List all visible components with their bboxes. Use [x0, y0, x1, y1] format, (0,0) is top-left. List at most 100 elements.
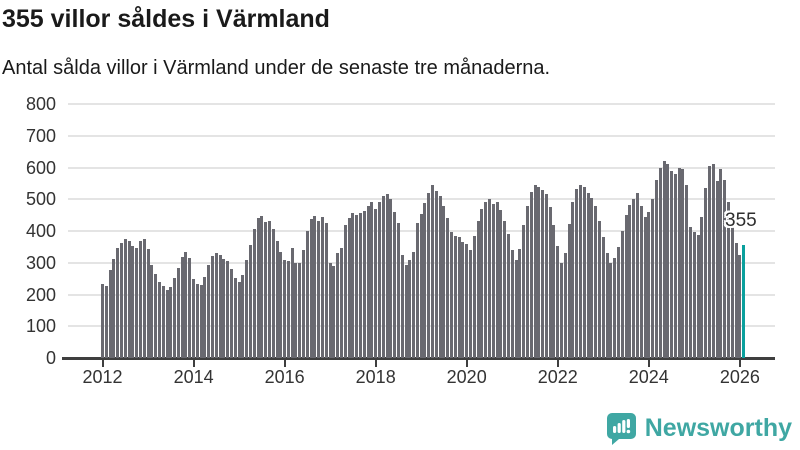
bar: [434, 191, 438, 358]
bar: [685, 184, 689, 358]
bar: [237, 282, 241, 358]
bar: [267, 220, 271, 358]
bar: [283, 259, 287, 358]
gridline-y-700: [68, 134, 775, 137]
bar: [472, 235, 476, 358]
x-axis-tick-2018: [374, 359, 377, 367]
bar: [450, 231, 454, 358]
bar: [487, 198, 491, 358]
bar: [355, 215, 359, 358]
bar: [176, 267, 180, 358]
bar: [723, 179, 727, 358]
newsworthy-logo-icon: [606, 413, 636, 445]
bar: [556, 246, 560, 358]
bar: [616, 246, 620, 358]
bar: [351, 213, 355, 358]
bar: [396, 223, 400, 358]
x-axis-label-2020: 2020: [446, 367, 487, 387]
bar: [499, 210, 503, 358]
bar: [673, 173, 677, 358]
bar: [654, 180, 658, 358]
x-axis-tick-2012: [101, 359, 104, 367]
bar: [123, 238, 127, 358]
bar: [582, 187, 586, 358]
bar: [112, 258, 116, 358]
bar: [241, 274, 245, 358]
newsworthy-branding: Newsworthy: [605, 411, 792, 446]
bar: [533, 184, 537, 358]
bar: [286, 261, 290, 358]
bar: [157, 281, 161, 358]
bar: [548, 207, 552, 358]
bar: [579, 184, 583, 358]
bar: [336, 253, 340, 358]
y-axis-label-600: 600: [25, 157, 56, 178]
gridline-y-500: [68, 198, 775, 201]
bar: [598, 221, 601, 358]
gridline-y-600: [68, 166, 775, 169]
bar: [245, 260, 249, 358]
bar: [537, 186, 541, 358]
bar: [374, 208, 378, 358]
x-axis-line: [62, 357, 775, 360]
bar: [677, 167, 681, 358]
x-axis-tick-2016: [283, 359, 286, 367]
bar: [362, 210, 366, 358]
bar: [647, 211, 651, 358]
bar: [211, 255, 215, 358]
bar: [415, 223, 419, 358]
bar: [734, 243, 738, 358]
bar: [142, 239, 146, 358]
x-axis-label-2022: 2022: [537, 367, 578, 387]
bar: [305, 231, 309, 358]
bar: [264, 222, 268, 358]
bar: [465, 243, 469, 358]
bar: [313, 215, 317, 358]
y-axis-label-400: 400: [25, 221, 56, 241]
bar: [639, 205, 643, 358]
bar: [476, 221, 480, 358]
bar: [727, 202, 730, 358]
bar: [385, 194, 389, 358]
x-axis-tick-2020: [465, 359, 468, 367]
bar: [529, 192, 533, 358]
bar: [605, 253, 609, 358]
y-axis-label-500: 500: [25, 189, 56, 210]
bar: [575, 189, 579, 358]
bar: [127, 240, 131, 358]
bar: [393, 211, 397, 358]
bar: [427, 192, 431, 358]
bar: [620, 231, 624, 358]
bar: [248, 245, 252, 358]
bar: [696, 235, 700, 358]
bar: [567, 224, 571, 358]
bar: [101, 284, 104, 358]
bar: [518, 249, 522, 358]
bar: [453, 235, 457, 358]
bar: [294, 262, 298, 358]
bar: [708, 165, 712, 358]
bar: [275, 240, 279, 358]
bar: [560, 262, 564, 358]
x-axis-label-2026: 2026: [719, 367, 760, 387]
bar: [358, 213, 362, 358]
bar: [214, 252, 218, 358]
bar: [233, 277, 237, 358]
x-axis-label-2012: 2012: [82, 367, 123, 387]
x-axis-label-2016: 2016: [264, 367, 305, 387]
x-axis-tick-2026: [738, 359, 741, 367]
bar: [624, 215, 628, 358]
bar: [563, 252, 567, 358]
bar: [328, 262, 332, 358]
bar: [719, 169, 723, 358]
bar: [510, 250, 514, 358]
bar: [131, 246, 135, 358]
bar: [419, 213, 423, 358]
bar: [207, 265, 211, 358]
bar: [480, 208, 484, 358]
bar: [700, 216, 704, 358]
bar: [730, 226, 734, 358]
y-axis-label-0: 0: [45, 348, 56, 368]
bar: [666, 164, 670, 358]
